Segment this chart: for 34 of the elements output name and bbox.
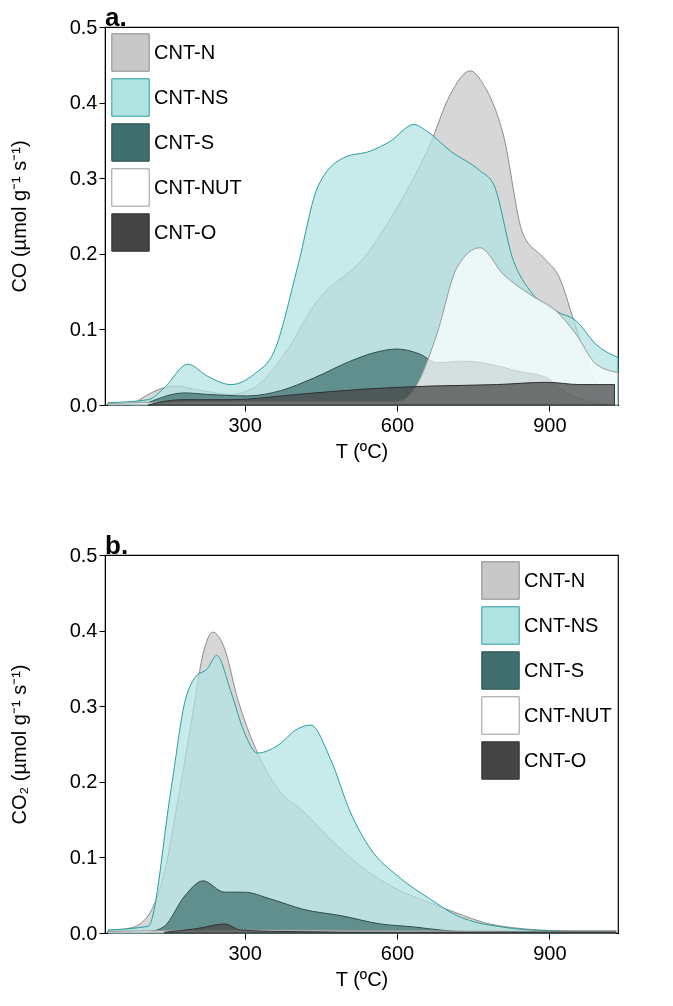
x-tick-label: 600 bbox=[380, 413, 415, 436]
y-tick-label: 0.3 bbox=[69, 166, 98, 189]
y-tick-label: 0.5 bbox=[69, 15, 98, 38]
legend-label: CNT-O bbox=[154, 220, 217, 243]
y-axis-title: CO₂ (µmol g⁻¹ s⁻¹) bbox=[7, 664, 30, 825]
y-axis-title: CO (µmol g⁻¹ s⁻¹) bbox=[7, 140, 30, 293]
chart-title: b. bbox=[105, 530, 129, 560]
legend-label: CNT-NUT bbox=[524, 703, 612, 726]
x-axis-title: T (ºC) bbox=[335, 439, 389, 462]
y-tick-label: 0.4 bbox=[69, 91, 98, 114]
y-tick-label: 0.3 bbox=[69, 694, 98, 717]
x-tick-label: 300 bbox=[228, 413, 262, 436]
x-tick-label: 900 bbox=[533, 941, 567, 964]
y-tick-label: 0.4 bbox=[69, 619, 98, 642]
x-tick-label: 600 bbox=[380, 941, 415, 964]
y-tick-label: 0.2 bbox=[69, 770, 98, 793]
legend-label: CNT-S bbox=[524, 658, 584, 681]
legend-label: CNT-S bbox=[154, 130, 214, 153]
y-tick-label: 0.0 bbox=[69, 921, 98, 944]
y-tick-label: 0.0 bbox=[69, 393, 98, 416]
legend-label: CNT-N bbox=[524, 568, 586, 591]
x-axis-title: T (ºC) bbox=[335, 967, 389, 990]
y-tick-label: 0.5 bbox=[69, 543, 98, 566]
x-tick-label: 300 bbox=[228, 941, 262, 964]
legend-label: CNT-NS bbox=[154, 85, 229, 108]
legend-label: CNT-N bbox=[154, 40, 216, 63]
chart-title: a. bbox=[105, 2, 127, 32]
x-tick-label: 900 bbox=[533, 413, 567, 436]
y-tick-label: 0.1 bbox=[69, 317, 98, 340]
legend-label: CNT-NUT bbox=[154, 175, 242, 198]
y-tick-label: 0.1 bbox=[69, 845, 98, 868]
y-tick-label: 0.2 bbox=[69, 242, 98, 265]
legend-label: CNT-NS bbox=[524, 613, 599, 636]
legend-label: CNT-O bbox=[524, 748, 587, 771]
